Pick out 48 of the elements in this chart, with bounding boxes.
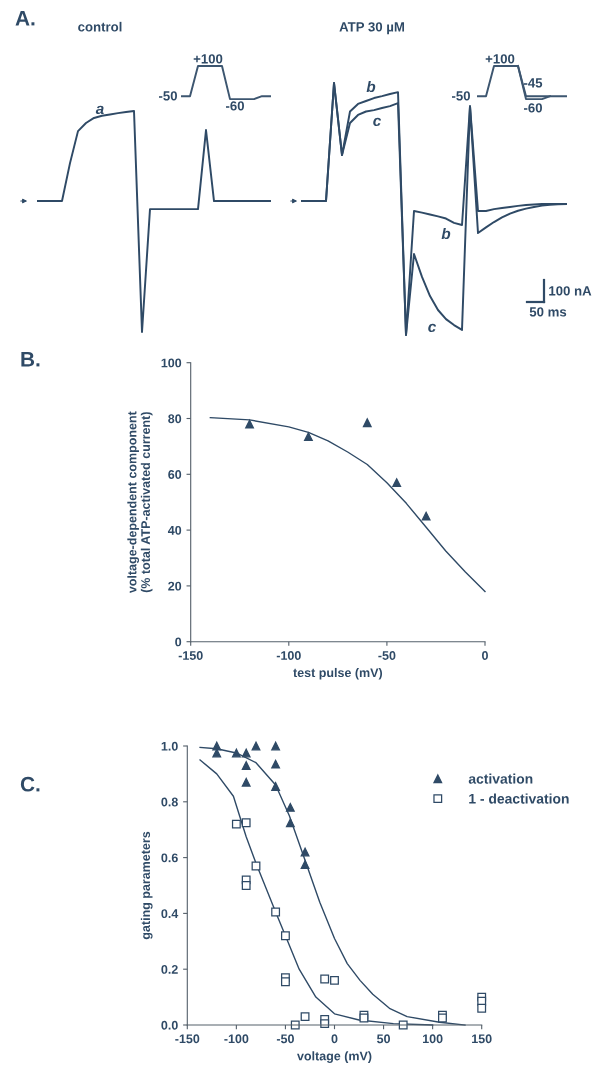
y-tick-label: 100 [161,358,182,368]
x-tick-label: -100 [276,651,301,660]
annotation: b [441,227,451,240]
x-tick-label: 100 [422,1034,443,1044]
text: C. [20,776,40,792]
annotation: -60 [523,103,542,113]
annotation: -50 [158,91,177,101]
x-tick-label: -50 [276,1034,294,1044]
text: control [78,21,122,32]
legend-label: 1 - deactivation [469,793,569,804]
y-tick-label: 0.2 [161,965,178,974]
x-tick-label: 150 [472,1034,492,1044]
annotation: -45 [523,78,543,88]
y-tick-label: 0.4 [161,909,179,919]
x-tick-label: 50 [377,1034,391,1044]
annotation: -50 [451,91,470,101]
annotation: 100 nA [549,286,592,296]
x-tick-label: -50 [378,651,396,660]
y-tick-label: 0.8 [161,797,178,807]
x-tick-label: 0 [331,1034,338,1044]
annotation: c [373,117,382,127]
annotation: 50 ms [529,307,567,317]
y-tick-label: 0 [175,637,182,647]
annotation: c [428,323,437,333]
text: +100 [193,54,223,64]
y-axis-title: gating parameters [140,831,153,940]
annotation: b [366,80,376,93]
x-tick-label: -100 [224,1034,249,1044]
y-tick-label: 0.0 [161,1020,178,1030]
x-axis-title: voltage (mV) [297,1051,372,1063]
y-tick-label: 40 [167,525,182,535]
text: ATP 30 µM [339,22,405,35]
x-axis-title: test pulse (mV) [293,667,383,680]
chart-title: B. [21,352,40,367]
annotation: -60 [225,101,244,111]
annotation: a [95,105,104,115]
y-axis-title: voltage-dependent component (% total ATP-activated current) [127,411,153,594]
y-tick-label: 60 [168,470,182,479]
text: +100 [485,54,515,64]
legend-label: activation [468,773,533,784]
x-tick-label: -150 [178,651,203,660]
x-tick-label: -150 [175,1034,200,1044]
x-tick-label: 0 [482,651,488,660]
y-tick-label: 1.0 [161,741,178,751]
y-tick-label: 0.6 [161,853,178,863]
y-tick-label: 20 [168,581,182,591]
chart-title: A. [15,11,35,26]
y-tick-label: 80 [168,414,182,424]
